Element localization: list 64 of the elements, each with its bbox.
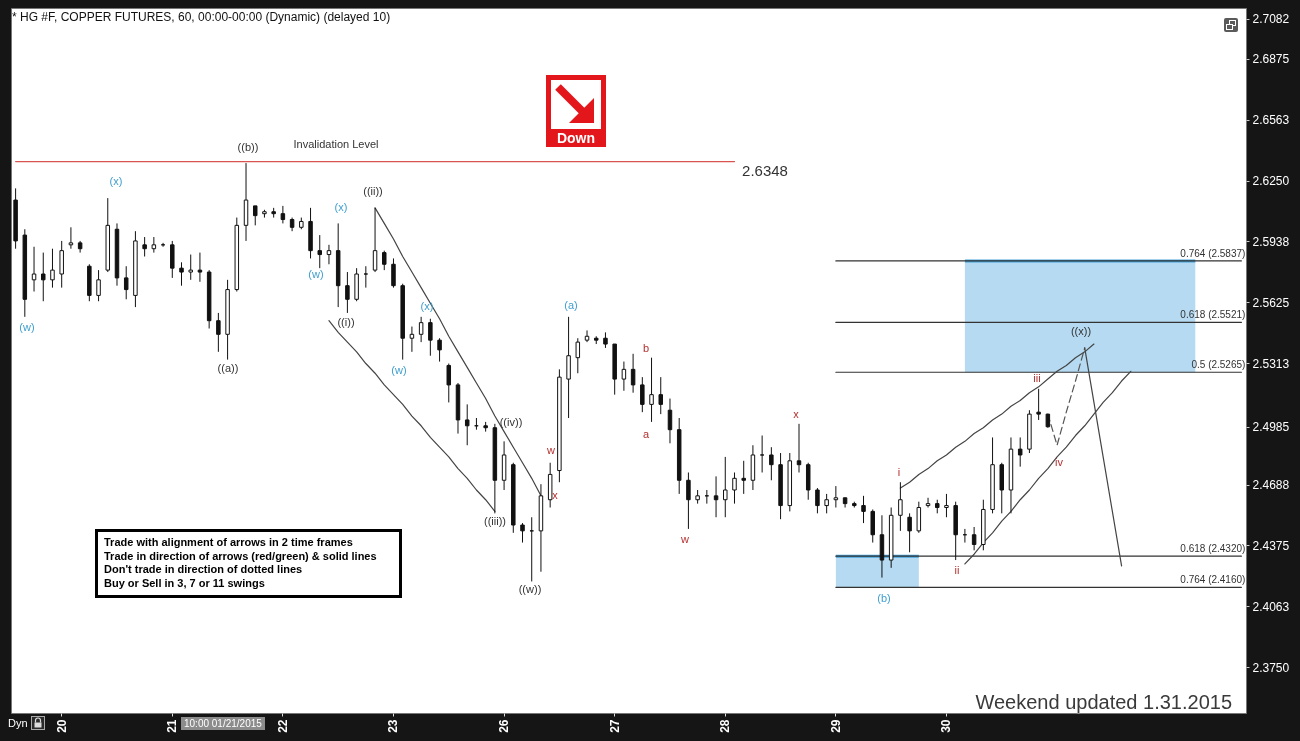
- y-tick-label: 2.5625: [1252, 295, 1290, 310]
- y-tick-label: 2.6563: [1252, 113, 1290, 128]
- text: 10:00 01/21/2015: [181, 717, 265, 730]
- annotation: ((iii)): [484, 514, 506, 527]
- x-tick-label: 28: [718, 719, 733, 733]
- annotation: iii: [1033, 371, 1041, 384]
- series-label: 0.5 (2.5265): [1191, 359, 1246, 371]
- annotation: x: [552, 488, 558, 501]
- series-label: 0.764 (2.5837): [1180, 247, 1246, 259]
- annotation: (x): [420, 299, 434, 312]
- annotation: (w): [308, 267, 324, 280]
- x-tick-label: 27: [607, 719, 622, 733]
- annotation: Down: [555, 130, 597, 146]
- text: Dyn: [8, 717, 28, 729]
- annotation: ((b)): [237, 140, 259, 153]
- x-tick-label: 29: [828, 719, 843, 733]
- x-tick-label: 30: [939, 719, 954, 733]
- annotation: ((x)): [1070, 324, 1092, 337]
- annotation: Weekend updated 1.31.2015: [975, 691, 1232, 714]
- y-tick-label: 2.6250: [1252, 174, 1290, 189]
- y-tick-label: 2.4688: [1252, 478, 1290, 493]
- annotation: ((a)): [217, 361, 239, 374]
- y-tick-label: 2.6875: [1252, 52, 1290, 67]
- annotation: (b): [877, 591, 891, 604]
- y-tick-label: 2.7082: [1252, 12, 1290, 27]
- annotation: Invalidation Level: [293, 137, 379, 150]
- annotation: ((iv)): [499, 415, 523, 428]
- annotation: w: [547, 443, 555, 456]
- annotation: ((w)): [518, 582, 542, 595]
- x-tick-label: 26: [497, 719, 512, 733]
- y-tick-label: 2.4985: [1252, 420, 1290, 435]
- y-tick-label: 2.4375: [1252, 538, 1290, 553]
- annotation: (w): [19, 320, 35, 333]
- series-label: 0.618 (2.5521): [1180, 309, 1246, 321]
- annotation: ((ii)): [363, 184, 383, 197]
- chart-title: * HG #F, COPPER FUTURES, 60, 00:00-00:00 (Dynamic) (delayed 10): [12, 10, 391, 24]
- annotation: Don't trade in direction of dotted lines: [104, 563, 304, 577]
- annotation: (w): [391, 363, 407, 376]
- annotation: ((i)): [337, 315, 355, 328]
- series-label: 0.618 (2.4320): [1180, 543, 1246, 555]
- annotation: w: [681, 532, 689, 545]
- annotation: Buy or Sell in 3, 7 or 11 swings: [104, 576, 266, 590]
- annotation: i: [897, 465, 901, 478]
- y-tick-label: 2.5938: [1252, 234, 1290, 249]
- annotation: iv: [1055, 455, 1063, 468]
- x-tick-label: 20: [54, 719, 69, 733]
- annotation: 2.6348: [742, 161, 788, 179]
- series-label: 0.764 (2.4160): [1180, 574, 1246, 586]
- y-tick-label: 2.3750: [1252, 660, 1290, 675]
- y-tick-label: 2.5313: [1252, 356, 1290, 371]
- annotation: ii: [954, 563, 960, 576]
- annotation: Trade in direction of arrows (red/green) & solid lines: [104, 549, 378, 563]
- x-tick-label: 23: [386, 719, 401, 733]
- annotation: (x): [334, 200, 348, 213]
- annotation: x: [793, 407, 799, 420]
- x-tick-label: 21: [165, 719, 180, 733]
- annotation: a: [642, 427, 650, 440]
- annotation: Trade with alignment of arrows in 2 time frames: [104, 536, 354, 550]
- annotation: (a): [564, 298, 578, 311]
- y-tick-label: 2.4063: [1252, 599, 1290, 614]
- signal-badge: Down: [546, 75, 606, 147]
- annotation: (x): [109, 174, 123, 187]
- x-tick-label: 22: [275, 719, 290, 733]
- annotation: b: [642, 341, 650, 354]
